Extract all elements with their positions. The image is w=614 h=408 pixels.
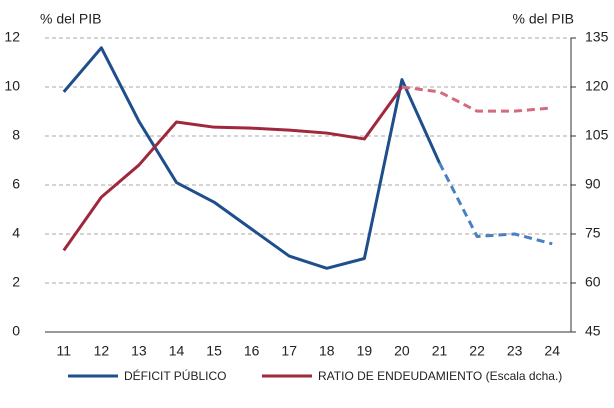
x-tick-label: 11 [57,343,72,359]
y2-axis-label: % del PIB [513,11,574,27]
y2-tick-label: 60 [585,274,601,290]
x-tick-label: 15 [206,343,222,359]
y-tick-label: 10 [4,78,20,94]
series-line [62,86,404,252]
series-line [62,46,441,270]
y2-tick-label: 135 [585,29,609,45]
x-tick-label: 18 [319,343,335,359]
y2-tick-label: 45 [585,323,601,339]
y2-tick-label: 75 [585,225,601,241]
x-tick-label: 21 [432,343,448,359]
y-tick-label: 2 [12,274,20,290]
y2-tick-label: 90 [585,176,601,192]
y-tick-label: 4 [12,225,20,241]
x-tick-label: 19 [357,343,373,359]
x-tick-label: 23 [507,343,523,359]
x-tick-label: 13 [131,343,147,359]
y2-tick-label: 105 [585,127,609,143]
x-tick-label: 20 [394,343,410,359]
series-line [401,85,553,113]
y-tick-label: 8 [12,127,20,143]
y-axis-label: % del PIB [40,11,101,27]
legend-label: RATIO DE ENDEUDAMIENTO (Escala dcha.) [318,369,562,383]
y-tick-label: 6 [12,176,20,192]
series-line [438,162,553,246]
x-tick-label: 22 [469,343,485,359]
y-tick-label: 12 [4,29,20,45]
x-tick-label: 12 [94,343,110,359]
y-tick-label: 0 [12,323,20,339]
y2-tick-label: 120 [585,78,609,94]
x-tick-label: 24 [544,343,560,359]
x-tick-label: 16 [244,343,260,359]
x-tick-label: 14 [169,343,185,359]
x-tick-label: 17 [281,343,297,359]
legend-label: DÉFICIT PÚBLICO [124,368,226,383]
